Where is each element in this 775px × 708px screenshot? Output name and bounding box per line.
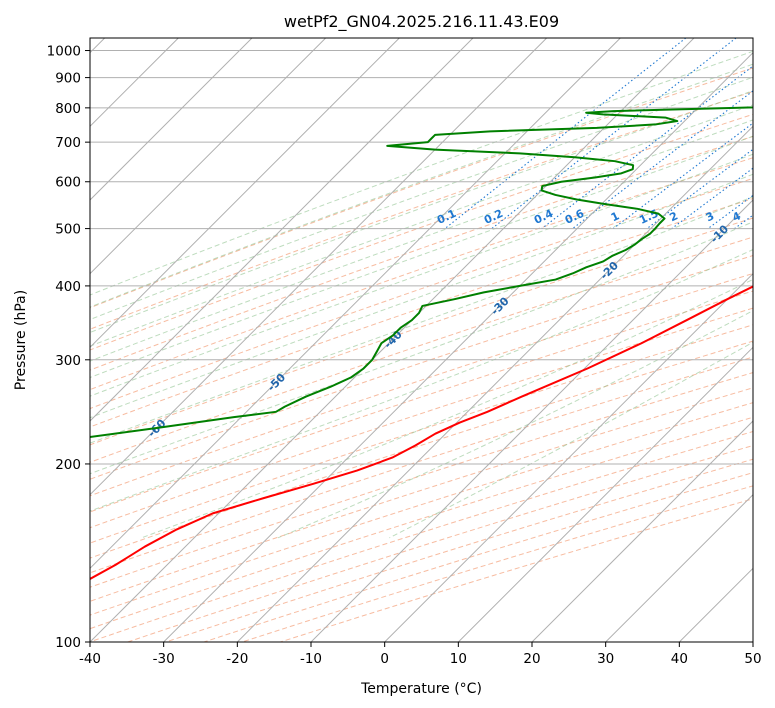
dry-adiabat-line bbox=[90, 340, 753, 559]
isotherm-label: -70 bbox=[20, 468, 43, 491]
isotherm-line bbox=[310, 199, 753, 642]
moist-adiabat-line bbox=[90, 63, 753, 308]
dry-adiabat-line bbox=[165, 458, 753, 642]
mixing-ratio-label: 0.1 bbox=[435, 207, 458, 227]
moist-adiabat-line bbox=[90, 104, 753, 347]
x-tick-label: 0 bbox=[380, 651, 389, 667]
isotherm-line bbox=[90, 38, 474, 422]
y-tick-label: 700 bbox=[55, 135, 81, 151]
dry-adiabat-line bbox=[90, 356, 753, 574]
moist-adiabat-line bbox=[90, 119, 753, 362]
y-tick-label: 500 bbox=[55, 222, 81, 238]
isotherm-line bbox=[384, 272, 753, 642]
x-tick-label: 10 bbox=[450, 651, 467, 667]
y-tick-label: 800 bbox=[55, 101, 81, 117]
moist-adiabat-line bbox=[90, 153, 753, 397]
dry-adiabat-line bbox=[90, 272, 753, 497]
plot-frame bbox=[89, 37, 754, 643]
moist-adiabat-line bbox=[90, 50, 753, 296]
dry-adiabat-line bbox=[90, 254, 753, 480]
x-tick-label: -30 bbox=[153, 651, 175, 667]
isotherm-line bbox=[457, 346, 753, 642]
moist-adiabat-line bbox=[90, 221, 753, 475]
y-tick-label: 100 bbox=[55, 635, 81, 651]
isotherm-line bbox=[752, 641, 753, 642]
isotherm-line bbox=[678, 567, 753, 642]
moist-adiabat-line bbox=[90, 135, 753, 379]
x-tick-label: 40 bbox=[671, 651, 688, 667]
isotherm-line bbox=[90, 38, 621, 570]
moist-adiabat-line bbox=[90, 76, 753, 321]
dry-adiabat-line bbox=[241, 485, 753, 642]
dry-adiabat-line bbox=[90, 217, 753, 446]
dry-adiabat-line bbox=[127, 444, 753, 642]
moist-adiabat-line bbox=[90, 196, 753, 444]
moist-adiabat-line bbox=[90, 173, 753, 419]
y-tick-label: 400 bbox=[55, 279, 81, 295]
mixing-ratio-line bbox=[707, 194, 753, 230]
mixing-ratio-line bbox=[572, 90, 753, 230]
x-tick-label: -10 bbox=[300, 651, 322, 667]
mixing-ratio-line bbox=[734, 214, 753, 230]
profile-series bbox=[90, 106, 753, 581]
dry-adiabat-line bbox=[90, 113, 753, 351]
dry-adiabat-line bbox=[90, 372, 753, 588]
mixing-ratio-label: 0.2 bbox=[482, 207, 505, 227]
moist-adiabat-line bbox=[90, 90, 753, 334]
isotherm-line bbox=[90, 38, 548, 496]
line-labels: -100-90-80-70-60-50-40-30-20-10010203040… bbox=[20, 207, 775, 491]
isotherm-line bbox=[236, 125, 753, 642]
dry-adiabat-line bbox=[203, 472, 753, 642]
temperature-profile-line bbox=[90, 285, 753, 581]
isotherm-line bbox=[163, 51, 753, 642]
chart-title: wetPf2_GN04.2025.216.11.43.E09 bbox=[284, 12, 559, 32]
background-lines bbox=[90, 38, 753, 642]
y-tick-label: 300 bbox=[55, 353, 81, 369]
y-tick-label: 200 bbox=[55, 457, 81, 473]
mixing-ratio-label: 0.6 bbox=[563, 207, 586, 227]
y-tick-label: 1000 bbox=[47, 44, 81, 60]
dry-adiabat-line bbox=[90, 157, 753, 391]
dry-adiabat-line bbox=[90, 236, 753, 463]
isotherm-line bbox=[531, 420, 753, 642]
axes: -40 -30 -20 -10 0 10 20 30 40 50 100 200 300 400 500 60… bbox=[47, 44, 762, 667]
isotherm-line bbox=[605, 493, 753, 642]
x-tick-label: 30 bbox=[597, 651, 614, 667]
dry-adiabat-line bbox=[90, 67, 753, 309]
isotherm-line bbox=[90, 38, 400, 349]
y-axis-label: Pressure (hPa) bbox=[13, 290, 29, 390]
dry-adiabat-line bbox=[280, 498, 753, 642]
moist-adiabat-line bbox=[277, 310, 753, 539]
isotherm-line bbox=[90, 38, 253, 201]
mixing-ratio-label: 3 bbox=[704, 209, 716, 224]
x-tick-label: -20 bbox=[226, 651, 248, 667]
dry-adiabat-line bbox=[90, 290, 753, 513]
isotherm-line bbox=[90, 38, 695, 642]
moist-adiabat-line bbox=[90, 249, 753, 512]
dry-adiabat-line bbox=[90, 416, 753, 630]
mixing-ratio-line bbox=[541, 65, 753, 230]
y-tick-label: 900 bbox=[55, 71, 81, 87]
dry-adiabat-line bbox=[90, 177, 753, 410]
x-tick-label: -40 bbox=[79, 651, 101, 667]
moist-adiabat-line bbox=[141, 278, 753, 539]
dewpoint-profile-line bbox=[90, 106, 753, 439]
mixing-ratio-line bbox=[671, 167, 753, 230]
x-tick-label: 20 bbox=[523, 651, 540, 667]
y-tick-label: 600 bbox=[55, 175, 81, 191]
mixing-ratio-line bbox=[444, 38, 687, 230]
mixing-ratio-label: 6 bbox=[769, 209, 775, 224]
dry-adiabat-line bbox=[90, 387, 753, 602]
x-axis-label: Temperature (°C) bbox=[360, 681, 482, 697]
isotherm-line bbox=[90, 38, 327, 275]
mixing-ratio-line bbox=[491, 38, 737, 230]
x-tick-label: 50 bbox=[744, 651, 761, 667]
dry-adiabat-line bbox=[90, 307, 753, 529]
